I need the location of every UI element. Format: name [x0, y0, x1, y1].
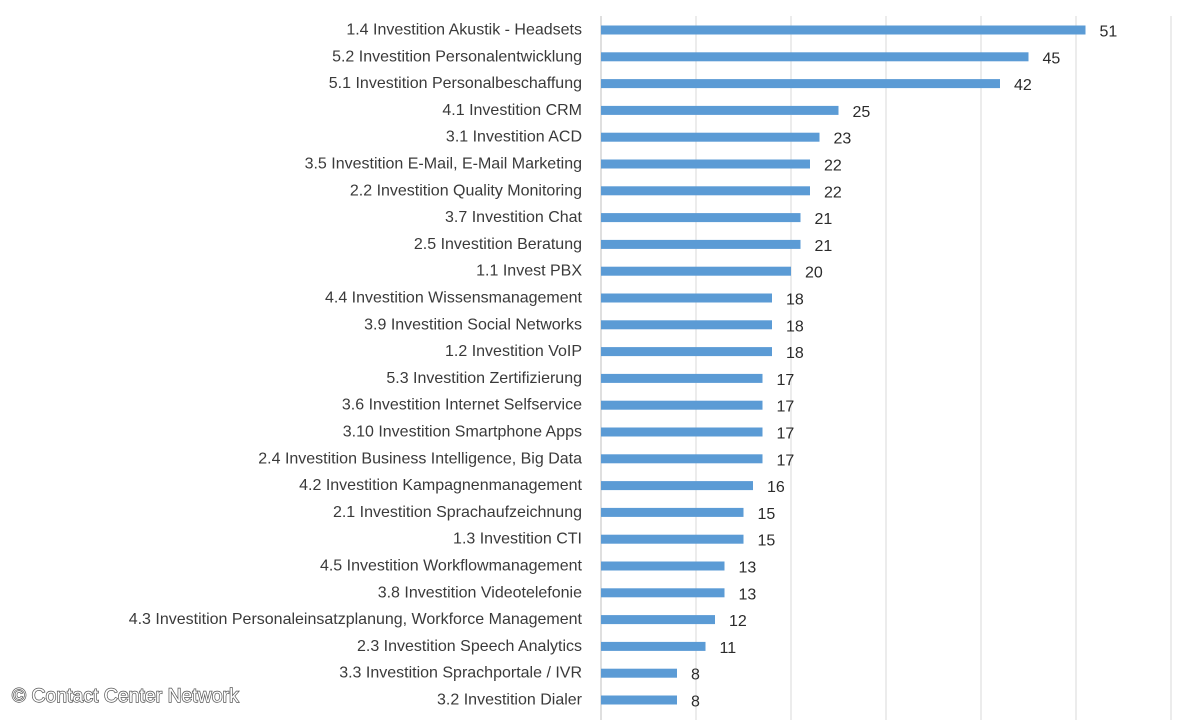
category-label: 3.5 Investition E-Mail, E-Mail Marketing [305, 156, 582, 173]
category-label: 2.1 Investition Sprachaufzeichnung [333, 504, 582, 521]
value-label: 8 [691, 694, 700, 711]
gridlines [695, 16, 1172, 720]
bar [601, 400, 763, 410]
category-label: 2.5 Investition Beratung [414, 236, 582, 253]
bar [601, 266, 791, 276]
value-label: 15 [758, 506, 776, 523]
bar [601, 695, 677, 705]
bar [601, 615, 715, 625]
value-label: 13 [739, 586, 757, 603]
value-label: 17 [777, 452, 795, 469]
value-label: 21 [815, 238, 833, 255]
value-label: 18 [786, 292, 804, 309]
bar [601, 25, 1086, 35]
category-label: 3.10 Investition Smartphone Apps [343, 424, 582, 441]
bar [601, 561, 725, 571]
value-label: 21 [815, 211, 833, 228]
value-label: 12 [729, 613, 747, 630]
value-label: 13 [739, 560, 757, 577]
value-label: 45 [1043, 50, 1061, 67]
value-label: 42 [1014, 77, 1032, 94]
value-label: 16 [767, 479, 785, 496]
bar [601, 507, 744, 517]
copyright-watermark: © Contact Center Network [11, 685, 239, 707]
value-label: 18 [786, 345, 804, 362]
bar [601, 454, 763, 464]
category-label: 3.7 Investition Chat [445, 209, 583, 226]
bar [601, 213, 801, 223]
value-label: 11 [720, 640, 737, 657]
category-labels: 1.4 Investition Akustik - Headsets 5.2 In… [129, 22, 583, 720]
category-label: 4.5 Investition Workflowmanagement [320, 558, 583, 575]
bar [601, 320, 772, 330]
category-label: 1.4 Investition Akustik - Headsets [346, 22, 582, 39]
value-label: 25 [853, 104, 871, 121]
category-label: 3.9 Investition Social Networks [364, 316, 582, 333]
bar [601, 427, 763, 437]
category-label: 5.1 Investition Personalbeschaffung [329, 75, 582, 92]
bar [601, 52, 1029, 62]
category-label: 3.6 Investition Internet Selfservice [342, 397, 582, 414]
value-label: 17 [777, 426, 795, 443]
category-label: 5.3 Investition Zertifizierung [386, 370, 582, 387]
bar [601, 641, 706, 651]
value-label: 20 [805, 265, 823, 282]
value-label: 22 [824, 184, 842, 201]
bar [601, 79, 1000, 89]
category-label: 3.3 Investition Sprachportale / IVR [339, 665, 582, 682]
category-label: 1.1 Invest PBX [476, 263, 582, 280]
value-label: 23 [834, 131, 852, 148]
category-label: 3.2 Investition Dialer [437, 692, 583, 709]
bar [601, 534, 744, 544]
bar [601, 186, 810, 196]
value-label: 17 [777, 399, 795, 416]
bar [601, 481, 753, 491]
category-label: 2.4 Investition Business Intelligence, B… [258, 450, 582, 467]
category-label: 2.3 Investition Speech Analytics [357, 638, 582, 655]
category-label: 3.4 Investition Posteingang, Brief [348, 718, 582, 720]
bar [601, 239, 801, 249]
value-label: 17 [777, 372, 795, 389]
bar [601, 668, 677, 678]
category-label: 4.2 Investition Kampagnenmanagement [299, 477, 582, 494]
category-label: 3.8 Investition Videotelefonie [378, 584, 582, 601]
category-label: 1.2 Investition VoIP [445, 343, 582, 360]
value-label: 18 [786, 318, 804, 335]
category-label: 4.4 Investition Wissensmanagement [325, 290, 583, 307]
category-label: 4.3 Investition Personaleinsatzplanung, … [129, 611, 583, 628]
bar [601, 588, 725, 598]
category-label: 1.3 Investition CTI [453, 531, 582, 548]
value-label: 15 [758, 533, 776, 550]
bar [601, 105, 839, 115]
value-labels: 5145422523222221212018181817171717161515… [691, 24, 1118, 711]
category-label: 5.2 Investition Personalentwicklung [332, 48, 582, 65]
bar [601, 347, 772, 357]
bar [601, 373, 763, 383]
value-label: 22 [824, 158, 842, 175]
bar [601, 159, 810, 169]
value-label: 51 [1100, 24, 1118, 41]
category-label: 4.1 Investition CRM [442, 102, 582, 119]
category-label: 3.1 Investition ACD [446, 129, 582, 146]
bar [601, 132, 820, 142]
bars [601, 25, 1086, 705]
bar [601, 293, 772, 303]
value-label: 8 [691, 667, 700, 684]
category-label: 2.2 Investition Quality Monitoring [350, 182, 582, 199]
